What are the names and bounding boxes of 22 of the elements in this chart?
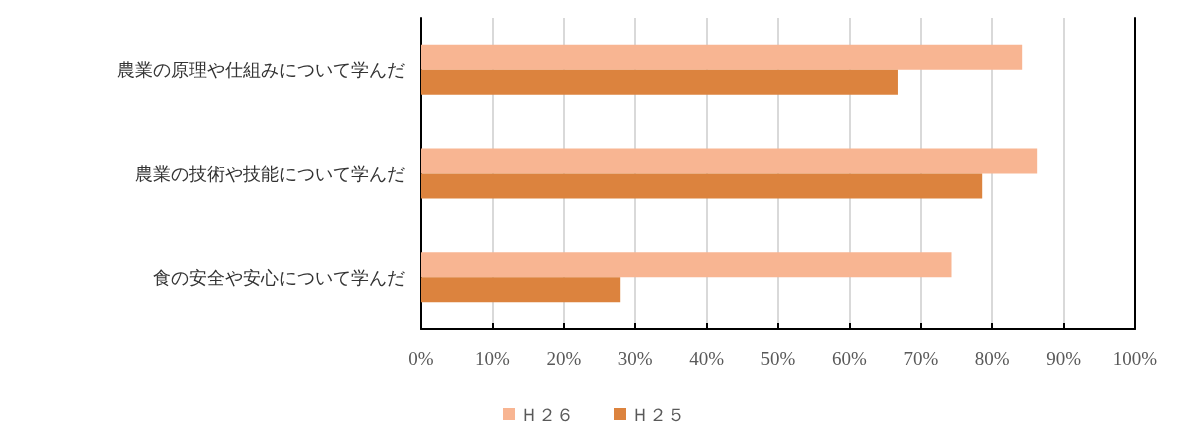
y-tick-label: 食の安全や安心について学んだ <box>153 266 405 288</box>
x-tick-label: 40% <box>689 348 725 369</box>
bar <box>421 69 898 95</box>
x-tick-label: 70% <box>903 348 939 369</box>
bar <box>421 173 983 199</box>
x-tick-label: 0% <box>408 348 434 369</box>
x-tick-label: 10% <box>474 348 510 369</box>
y-tick-label: 農業の技術や技能について学んだ <box>135 163 405 184</box>
x-tick-label: 30% <box>617 348 653 369</box>
x-tick-label: 20% <box>546 348 582 369</box>
y-tick-label: 農業の原理や仕組みについて学んだ <box>117 59 405 81</box>
x-tick-label: 60% <box>831 348 867 369</box>
bar <box>421 277 621 303</box>
bar <box>421 44 1023 70</box>
x-tick-label: 80% <box>974 348 1010 369</box>
legend-label: Ｈ２６ <box>520 403 574 425</box>
x-tick-label: 90% <box>1046 348 1082 369</box>
legend-label: Ｈ２５ <box>631 403 685 425</box>
x-tick-label: 50% <box>760 348 796 369</box>
x-tick-label: 100% <box>1112 348 1158 369</box>
bar <box>421 148 1038 174</box>
bar <box>421 252 952 278</box>
